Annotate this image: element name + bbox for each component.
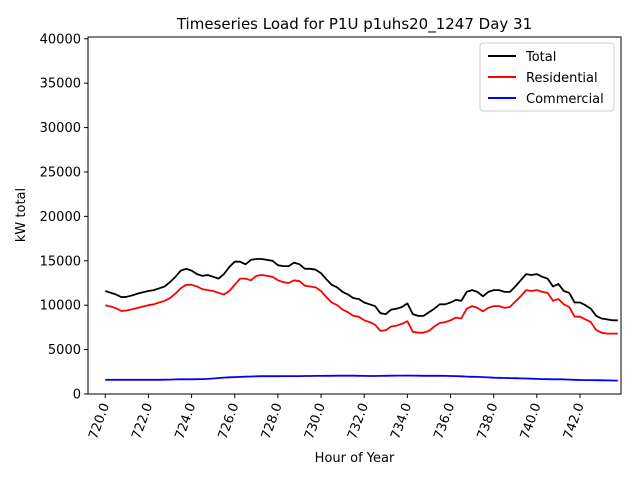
x-axis-label: Hour of Year [315,451,395,466]
plot-lines [105,258,618,382]
chart-title: Timeseries Load for P1U p1uhs20_1247 Day… [176,15,532,34]
plot-frame [87,36,622,395]
legend: Total Residential Commercial [479,42,615,112]
legend-label-total: Total [525,50,556,65]
legend-label-commercial: Commercial [526,92,604,107]
series-line-residential [105,274,618,335]
y-tick-label: 25000 [40,166,81,181]
legend-frame [479,42,615,112]
y-tick-label: 10000 [40,299,81,314]
y-tick-label: 35000 [40,77,81,92]
y-tick-label: 20000 [40,210,81,225]
y-axis: 0 5000 10000 15000 20000 25000 30000 35000 40000 [40,32,88,403]
series-line-total [105,258,618,322]
y-tick-label: 15000 [40,254,81,269]
legend-label-residential: Residential [526,71,598,86]
y-tick-label: 0 [73,388,81,403]
y-tick-label: 30000 [40,121,81,136]
y-axis-label: kW total [14,188,29,242]
y-tick-label: 5000 [48,343,81,358]
y-tick-label: 40000 [40,32,81,47]
series-line-commercial [105,374,618,382]
